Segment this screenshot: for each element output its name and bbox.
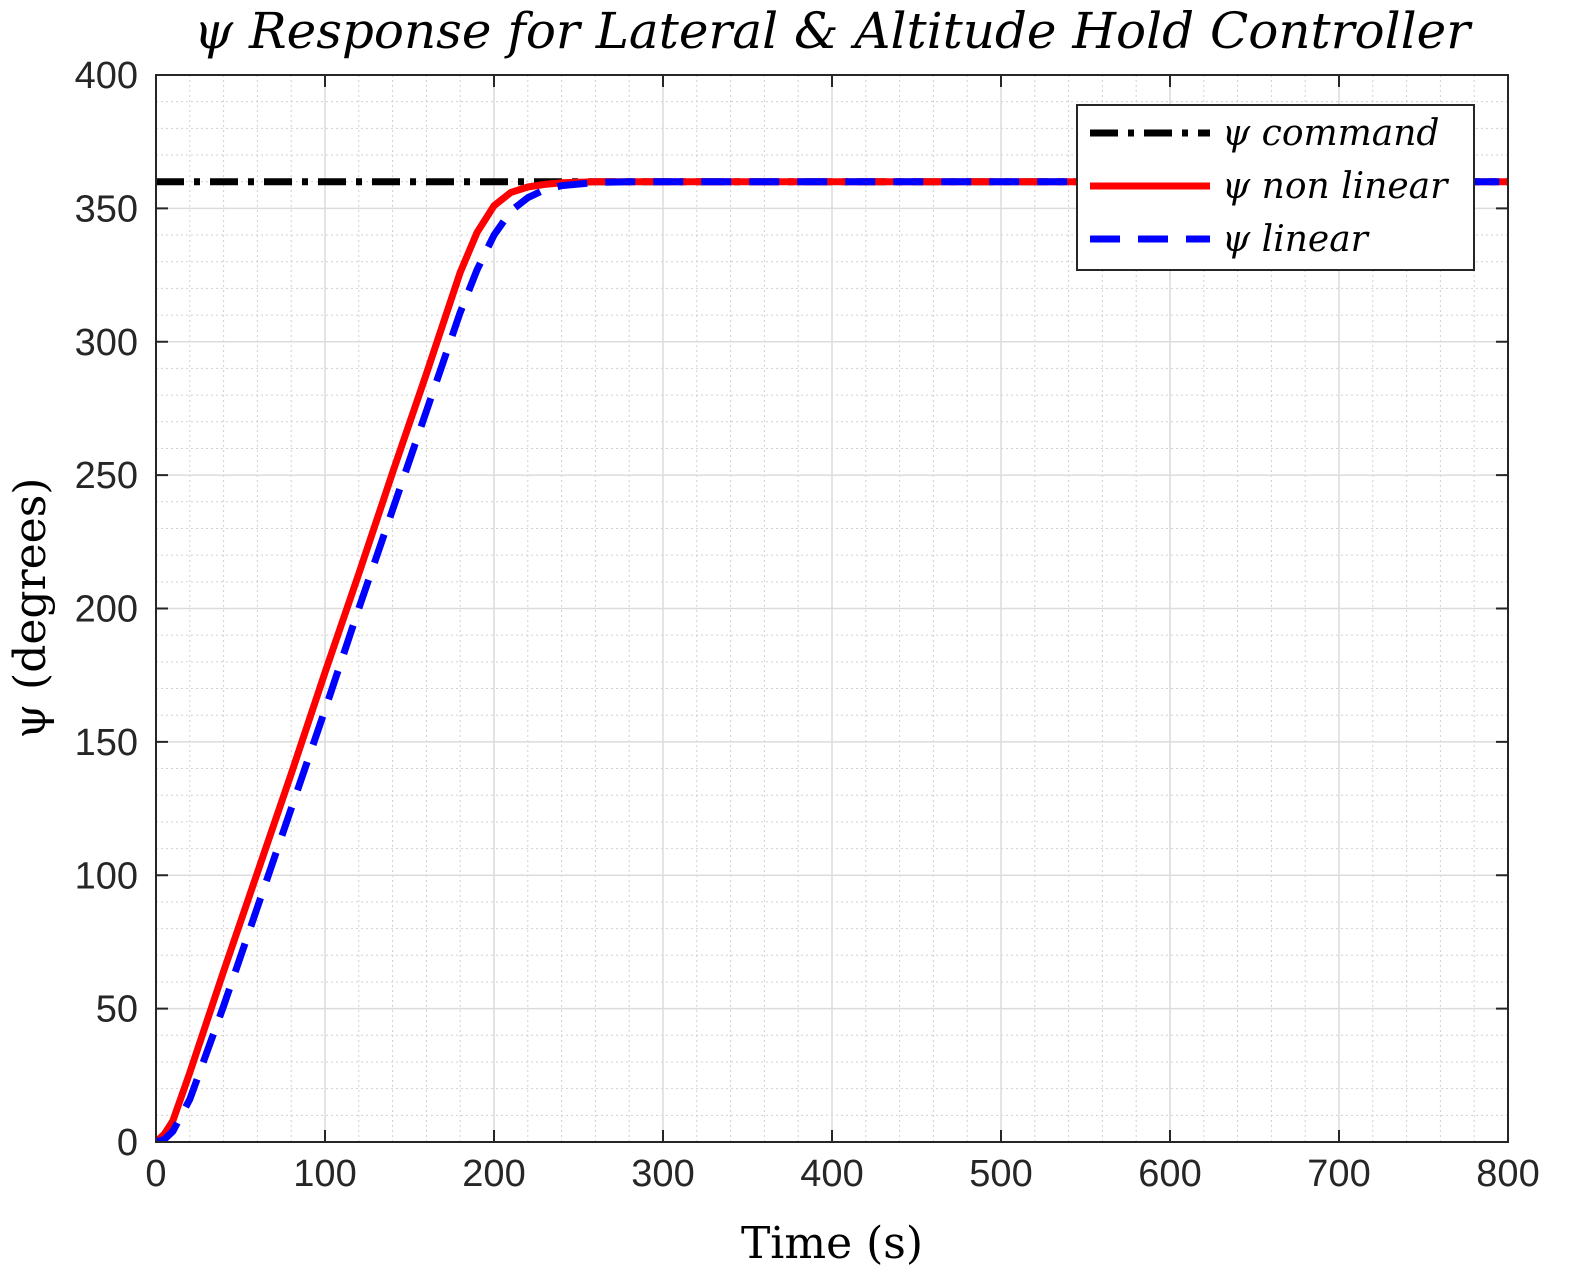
x-tick-label: 700	[1307, 1153, 1370, 1195]
series-line-psi-linear	[156, 178, 1508, 1142]
x-tick-label: 100	[293, 1153, 356, 1195]
x-tick-label: 500	[969, 1153, 1032, 1195]
tick-marks	[155, 74, 1509, 1143]
legend: ψ command ψ non linear ψ linear	[1076, 104, 1475, 271]
y-axis-label: ψ (degrees)	[5, 478, 56, 739]
y-tick-label: 250	[75, 455, 138, 497]
series-layer	[156, 178, 1508, 1142]
legend-label: ψ linear	[1222, 219, 1370, 260]
x-tick-label: 800	[1476, 1153, 1539, 1195]
y-tick-label: 0	[117, 1122, 138, 1164]
x-tick-label: 400	[800, 1153, 863, 1195]
x-axis-label: Time (s)	[741, 1218, 923, 1269]
y-tick-label: 300	[75, 322, 138, 364]
y-tick-label: 200	[75, 589, 138, 631]
legend-label: ψ non linear	[1222, 166, 1449, 207]
y-tick-label: 350	[75, 188, 138, 230]
chart-title: ψ Response for Lateral & Altitude Hold C…	[194, 2, 1473, 60]
y-tick-label: 400	[75, 55, 138, 97]
legend-label: ψ command	[1222, 113, 1439, 154]
x-tick-label: 200	[462, 1153, 525, 1195]
y-tick-label: 150	[75, 722, 138, 764]
x-tick-label: 300	[631, 1153, 694, 1195]
y-tick-labels: 0 50 100 150 200 250 300 350 400	[75, 55, 138, 1164]
y-tick-label: 50	[96, 989, 138, 1031]
x-tick-labels: 0 100 200 300 400 500 600 700 800	[145, 1153, 1539, 1195]
y-tick-label: 100	[75, 855, 138, 897]
x-tick-label: 600	[1138, 1153, 1201, 1195]
legend-items: ψ command ψ non linear ψ linear	[1090, 113, 1449, 260]
x-tick-label: 0	[145, 1153, 166, 1195]
